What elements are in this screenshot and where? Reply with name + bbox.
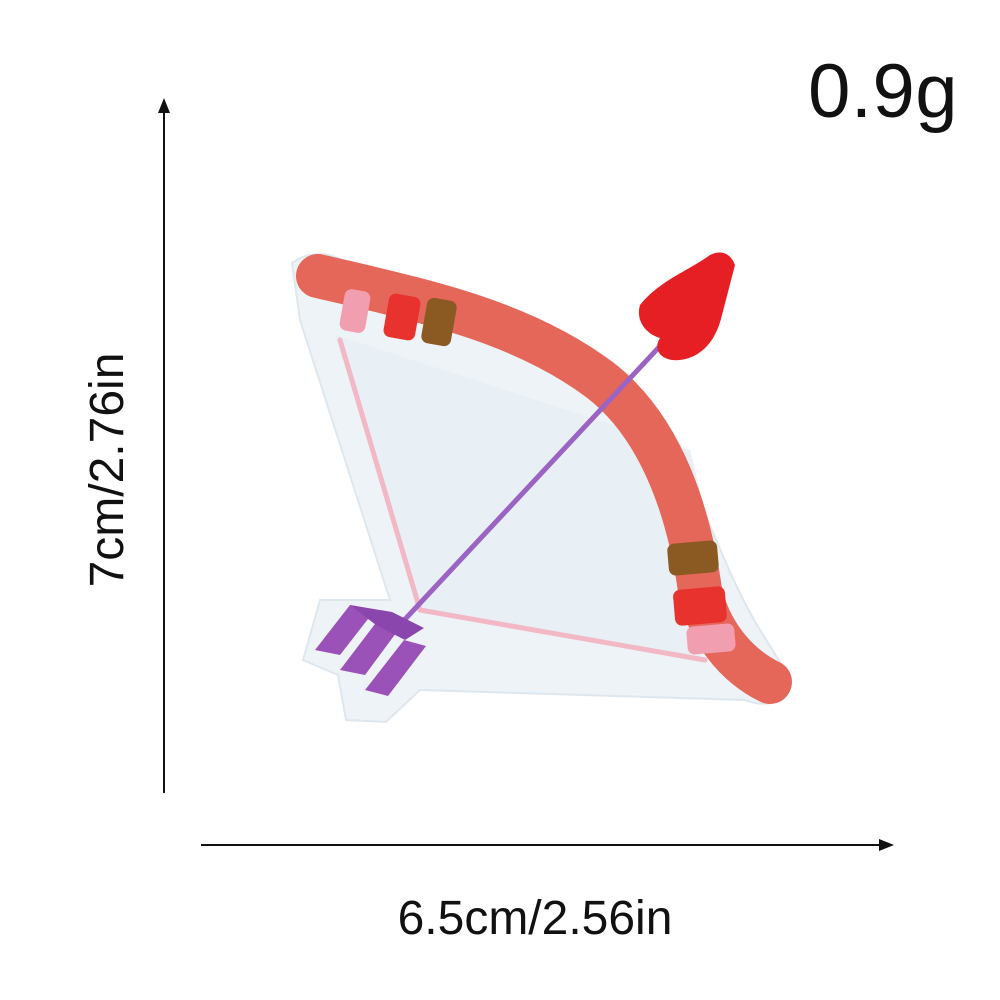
arrowhead-heart-icon bbox=[638, 252, 735, 361]
height-arrow bbox=[158, 98, 170, 793]
bowstring bbox=[337, 337, 708, 663]
width-arrow bbox=[201, 839, 894, 851]
weight-label: 0.9g bbox=[808, 49, 958, 134]
arrow-fletching-icon bbox=[315, 605, 426, 696]
arrow-shaft bbox=[392, 327, 678, 633]
width-dimension-label: 6.5cm/2.56in bbox=[397, 892, 673, 945]
bow-top-wraps bbox=[339, 289, 457, 347]
bow-bottom-wraps bbox=[667, 540, 736, 655]
